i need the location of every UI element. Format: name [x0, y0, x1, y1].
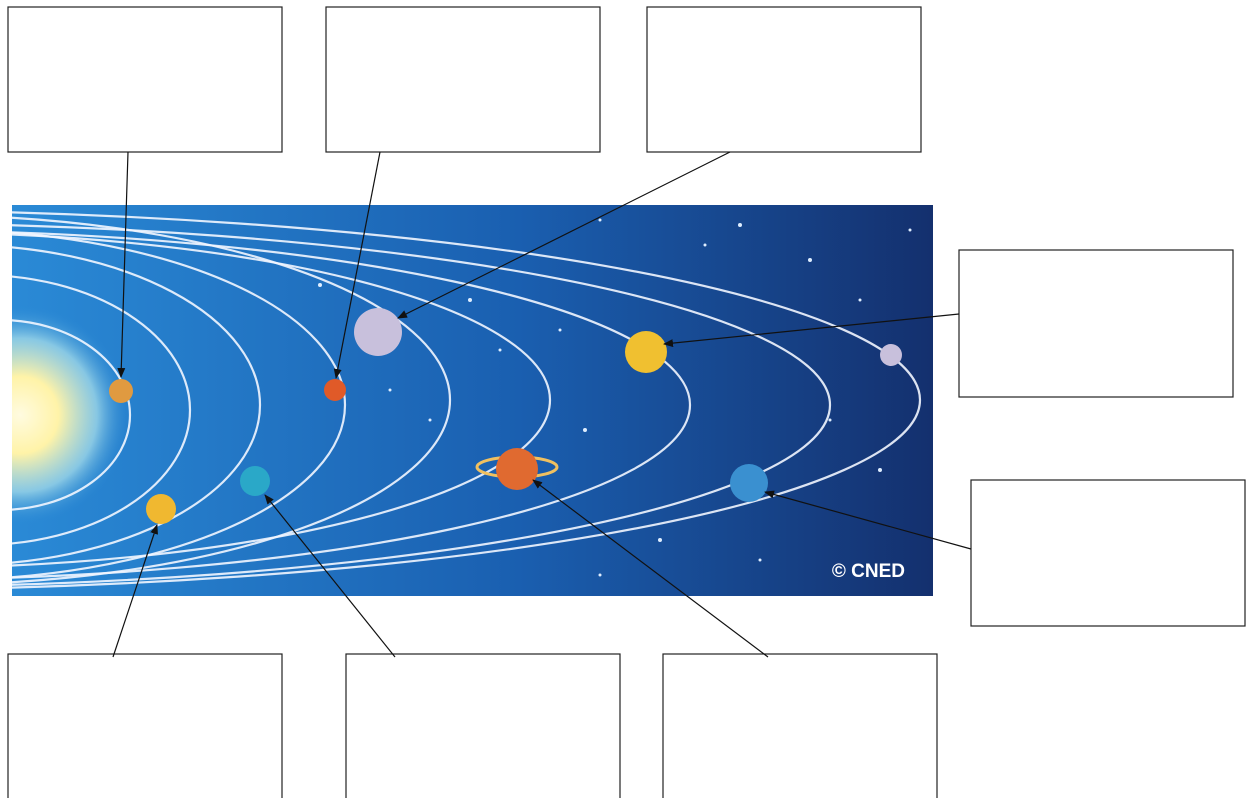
uranus	[625, 331, 667, 373]
label-box[interactable]	[346, 654, 620, 798]
earth	[240, 466, 270, 496]
mercury	[109, 379, 133, 403]
credit: © CNED	[832, 561, 905, 582]
label-box[interactable]	[971, 480, 1245, 626]
label-box[interactable]	[8, 654, 282, 798]
solar-system-worksheet: © CNED	[0, 0, 1253, 798]
neptune	[730, 464, 768, 502]
space-image: © CNED	[0, 205, 933, 596]
label-box[interactable]	[326, 7, 600, 152]
label-box[interactable]	[663, 654, 937, 798]
label-box[interactable]	[959, 250, 1233, 397]
saturn	[496, 448, 538, 490]
pluto	[880, 344, 902, 366]
label-box[interactable]	[647, 7, 921, 152]
jupiter	[354, 308, 402, 356]
label-box[interactable]	[8, 7, 282, 152]
mars	[324, 379, 346, 401]
venus	[146, 494, 176, 524]
